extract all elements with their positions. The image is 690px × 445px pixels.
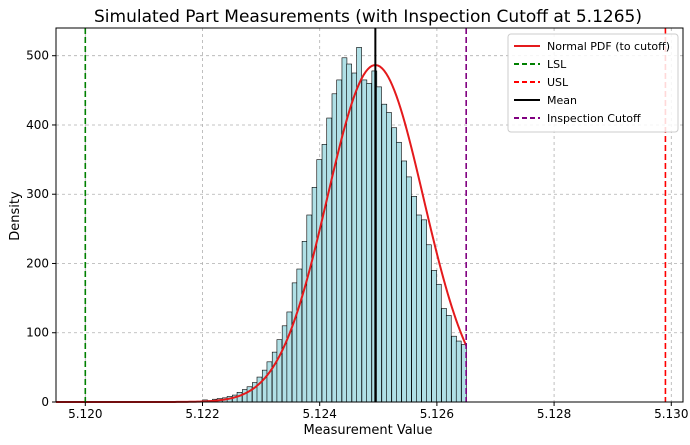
histogram-bar xyxy=(266,361,273,403)
y-axis-label: Density xyxy=(8,191,23,241)
histogram-bar xyxy=(331,93,338,403)
histogram-bar xyxy=(391,127,398,403)
histogram-bar xyxy=(301,241,308,403)
histogram-bar xyxy=(445,315,452,403)
histogram-bar xyxy=(341,57,348,403)
histogram-bar xyxy=(366,83,372,403)
x-tick-label: 5.126 xyxy=(420,407,454,421)
y-tick-label: 100 xyxy=(26,326,49,340)
y-tick-label: 300 xyxy=(26,187,49,201)
histogram-bars xyxy=(202,47,467,403)
histogram-bar xyxy=(306,214,313,403)
legend-label: Normal PDF (to cutoff) xyxy=(547,40,670,53)
histogram-bar xyxy=(441,308,447,403)
histogram-bar xyxy=(242,389,248,403)
x-tick-label: 5.122 xyxy=(185,407,219,421)
y-axis-ticks: 0 100 200 300 400 500 xyxy=(26,49,56,409)
histogram-bar xyxy=(286,311,293,403)
histogram-bar xyxy=(356,47,362,403)
legend-box xyxy=(507,33,679,133)
histogram-bar xyxy=(431,270,437,403)
histogram-bar xyxy=(321,144,328,403)
histogram-bar xyxy=(336,79,342,403)
histogram-bar xyxy=(421,219,427,403)
histogram-bar xyxy=(426,244,432,403)
x-axis-label: Measurement Value xyxy=(303,423,432,438)
histogram-bar xyxy=(411,196,417,403)
histogram-bar xyxy=(311,186,318,403)
histogram-bar xyxy=(316,159,323,403)
legend-label: USL xyxy=(547,76,569,89)
y-tick-label: 0 xyxy=(41,395,49,409)
x-tick-label: 5.130 xyxy=(654,407,688,421)
legend-label: Inspection Cutoff xyxy=(547,112,641,125)
histogram-bar xyxy=(436,283,442,403)
histogram-bar xyxy=(406,176,412,403)
histogram-bar xyxy=(276,339,283,403)
histogram-bar xyxy=(386,112,392,403)
y-tick-label: 400 xyxy=(26,118,49,132)
histogram-bar xyxy=(326,117,332,403)
x-axis-ticks: 5.120 5.122 5.124 5.126 5.128 5.130 xyxy=(68,402,688,421)
legend: Normal PDF (to cutoff) LSL USL Mean Inspecti… xyxy=(507,33,679,133)
x-tick-label: 5.120 xyxy=(68,407,102,421)
legend-label: LSL xyxy=(547,58,567,71)
y-tick-label: 200 xyxy=(26,256,49,270)
histogram-bar xyxy=(401,160,407,403)
x-tick-label: 5.128 xyxy=(537,407,571,421)
histogram-bar xyxy=(455,340,462,403)
histogram-bar xyxy=(396,141,402,403)
histogram-bar xyxy=(451,335,457,403)
histogram-bar xyxy=(416,214,422,403)
chart-title: Simulated Part Measurements (with Inspec… xyxy=(94,7,642,27)
y-tick-label: 500 xyxy=(26,49,49,63)
plot-frame xyxy=(55,27,684,403)
histogram-bar xyxy=(376,86,382,403)
histogram-bar xyxy=(281,325,288,403)
histogram-bar xyxy=(291,282,298,403)
histogram-bar xyxy=(296,268,303,403)
legend-label: Mean xyxy=(547,94,577,107)
histogram-bar xyxy=(351,72,358,403)
x-tick-label: 5.124 xyxy=(303,407,337,421)
histogram-bar xyxy=(361,79,368,403)
histogram-bar xyxy=(381,103,388,403)
reference-lines xyxy=(84,28,667,402)
